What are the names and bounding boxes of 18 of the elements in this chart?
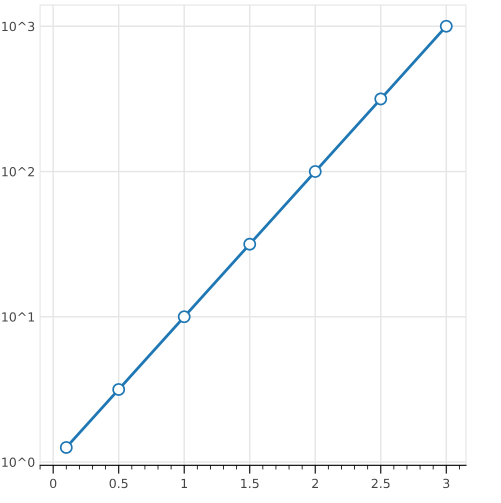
point [243, 238, 256, 251]
y-tick-label: 10^0 [2, 458, 34, 467]
point [440, 20, 453, 33]
point [308, 165, 322, 178]
x-tick-label: 0 [50, 478, 56, 488]
x-tick-label: 3 [443, 478, 450, 488]
x-tick-label: 1 [182, 478, 188, 488]
y-tick-label: 10^2 [2, 166, 34, 176]
point [112, 383, 126, 396]
point [374, 92, 388, 106]
point [60, 441, 73, 454]
y-tick-label: 10^3 [2, 22, 34, 32]
x-tick-label: 1.5 [241, 478, 259, 488]
x-tick-label: 0.5 [110, 478, 128, 488]
x-tick-label: 2.5 [372, 478, 390, 488]
y-tick-label: 10^1 [2, 312, 34, 322]
x-tick-label: 2 [312, 478, 318, 488]
point [178, 310, 191, 324]
